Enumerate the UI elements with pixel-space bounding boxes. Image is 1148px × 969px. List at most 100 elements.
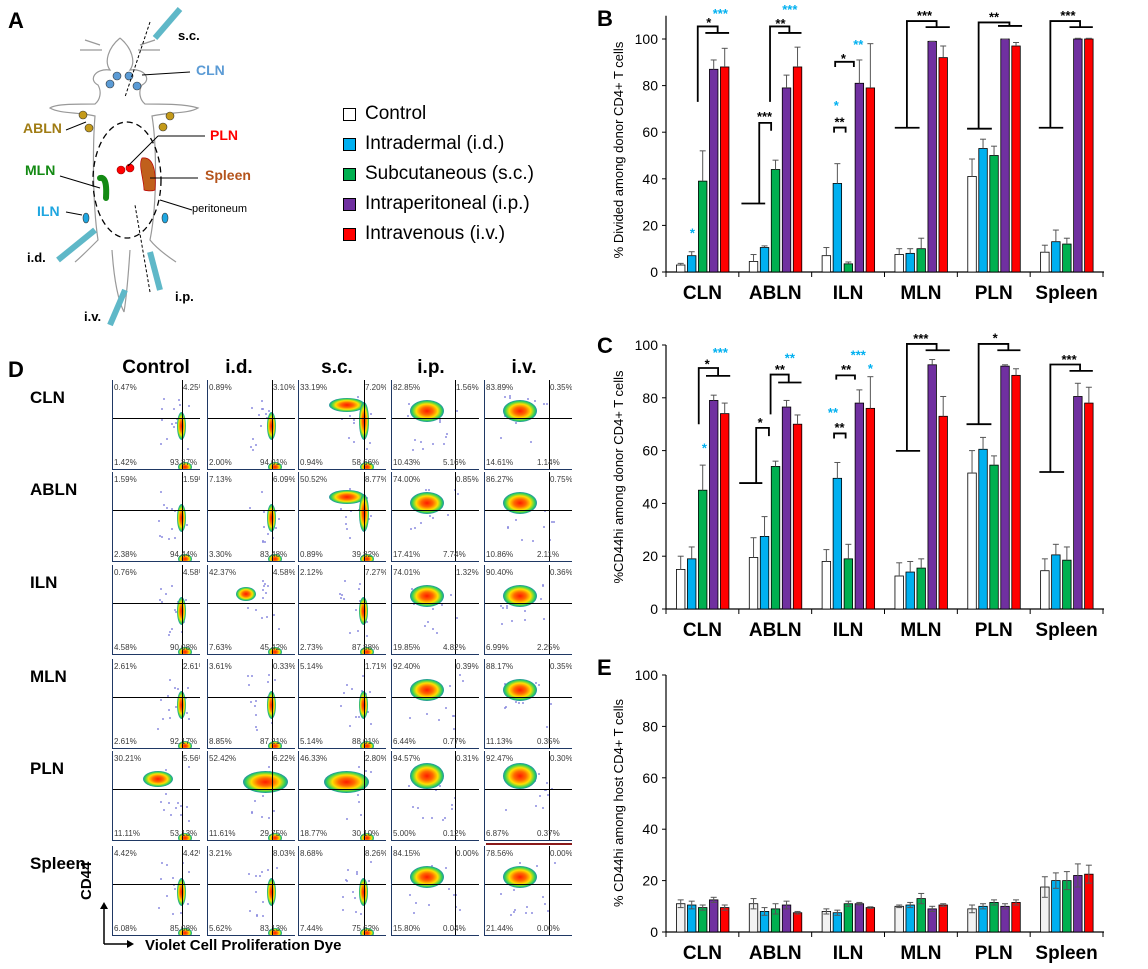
quadrant-gate-vertical <box>272 472 273 561</box>
event-dot <box>247 872 250 875</box>
event-dot <box>262 914 265 917</box>
event-dot <box>357 801 360 804</box>
event-dot <box>367 710 370 713</box>
quadrant-gate-vertical <box>455 751 456 840</box>
density-cluster <box>177 597 186 625</box>
significance-bracket <box>906 343 938 451</box>
event-dot <box>266 585 269 588</box>
organ-label-spleen: Spleen <box>205 167 251 183</box>
event-dot <box>344 523 347 526</box>
bar-abln-series-4 <box>792 66 803 273</box>
event-dot <box>437 718 440 721</box>
quadrant-gate-vertical <box>182 565 183 654</box>
event-dot <box>357 766 360 769</box>
legend-item-iv: Intravenous (i.v.) <box>343 223 505 245</box>
bar-abln-series-3 <box>781 87 792 273</box>
quadrant-gate-vertical <box>364 751 365 840</box>
quadrant-gate-horizontal <box>485 697 572 698</box>
quadrant-lower-left-percent: 2.38% <box>114 550 137 559</box>
event-dot <box>339 705 342 707</box>
y-tick-label: 40 <box>642 495 658 511</box>
flow-row-label: Spleen <box>30 854 86 873</box>
quadrant-lower-left-percent: 2.73% <box>300 643 323 652</box>
quadrant-lower-right-percent: 0.37% <box>537 829 560 838</box>
peritoneum-label: peritoneum <box>192 203 248 215</box>
quadrant-lower-right-percent: 1.14% <box>537 458 560 467</box>
density-cluster <box>503 763 537 789</box>
event-dot <box>185 711 188 714</box>
bar-iln-series-1 <box>832 477 843 610</box>
event-dot <box>188 820 191 823</box>
event-dot <box>169 678 172 681</box>
bar-abln-series-4 <box>792 423 803 610</box>
event-dot <box>522 701 525 704</box>
quadrant-upper-right-percent: 8.77% <box>365 475 386 484</box>
density-cluster <box>503 585 537 607</box>
quadrant-lower-right-percent: 58.66% <box>352 458 380 467</box>
event-dot <box>453 488 456 491</box>
event-dot <box>165 769 168 772</box>
quadrant-lower-right-percent: 83.48% <box>260 550 288 559</box>
event-dot <box>339 597 342 600</box>
event-dot <box>261 580 264 583</box>
event-dot <box>505 808 508 811</box>
bar-pln-series-3 <box>1000 905 1010 933</box>
event-dot <box>185 598 188 601</box>
event-dot <box>187 405 190 408</box>
bar-iln-series-0 <box>821 911 832 933</box>
quadrant-gate-vertical <box>455 846 456 935</box>
event-dot <box>361 674 364 677</box>
event-dot <box>162 717 165 720</box>
quadrant-gate-vertical <box>549 565 550 654</box>
quadrant-gate-vertical <box>272 380 273 469</box>
y-tick-label: 60 <box>642 443 658 459</box>
event-dot <box>177 802 180 805</box>
event-dot <box>455 616 458 619</box>
event-dot <box>159 535 162 538</box>
event-dot <box>432 517 435 520</box>
quadrant-gate-horizontal <box>485 603 572 604</box>
legend-item-id: Intradermal (i.d.) <box>343 133 504 155</box>
event-dot <box>250 812 253 815</box>
event-dot <box>172 912 175 915</box>
y-tick-label: 80 <box>642 390 658 406</box>
quadrant-lower-right-percent: 45.42% <box>260 643 288 652</box>
bar-abln-series-1 <box>759 536 770 610</box>
density-cluster <box>268 647 282 654</box>
event-dot <box>412 806 415 809</box>
quadrant-lower-left-percent: 8.85% <box>209 737 232 746</box>
density-cluster <box>503 492 537 514</box>
event-dot <box>188 766 191 769</box>
quadrant-gate-vertical <box>549 751 550 840</box>
y-tick-label: 40 <box>642 171 658 187</box>
event-dot <box>168 633 171 636</box>
event-dot <box>160 408 163 411</box>
quadrant-upper-left-percent: 86.27% <box>486 475 514 484</box>
event-dot <box>186 524 188 527</box>
cln-nodes <box>105 71 142 91</box>
significance-marker: * <box>868 361 874 376</box>
quadrant-upper-right-percent: 0.33% <box>273 662 295 671</box>
flow-plot-cln-iv: 83.89% 0.35% 14.61% 1.14% <box>484 380 572 470</box>
flow-column-header: i.p. <box>417 357 445 378</box>
bar-cln-series-2 <box>698 907 708 933</box>
event-dot <box>178 403 181 406</box>
quadrant-upper-left-percent: 0.76% <box>114 568 137 577</box>
quadrant-upper-right-percent: 7.20% <box>365 383 386 392</box>
quadrant-lower-right-percent: 4.82% <box>443 643 466 652</box>
event-dot <box>545 789 548 792</box>
category-label: MLN <box>900 943 941 964</box>
event-dot <box>500 892 503 895</box>
event-dot <box>422 817 425 820</box>
category-label: ILN <box>833 943 864 964</box>
density-cluster <box>410 763 444 789</box>
chart-C: 0 20 40 60 80 100 CLN ABLN ILN MLN PLN Spleen %CD44h… <box>611 330 1104 641</box>
event-dot <box>187 717 190 720</box>
bar-pln-series-2 <box>989 155 999 273</box>
event-dot <box>369 515 372 518</box>
bar-mln-series-3 <box>927 908 937 933</box>
event-dot <box>450 804 453 807</box>
event-dot <box>173 510 176 513</box>
quadrant-gate-vertical <box>364 846 365 935</box>
axis-arrows-icon <box>100 902 134 948</box>
